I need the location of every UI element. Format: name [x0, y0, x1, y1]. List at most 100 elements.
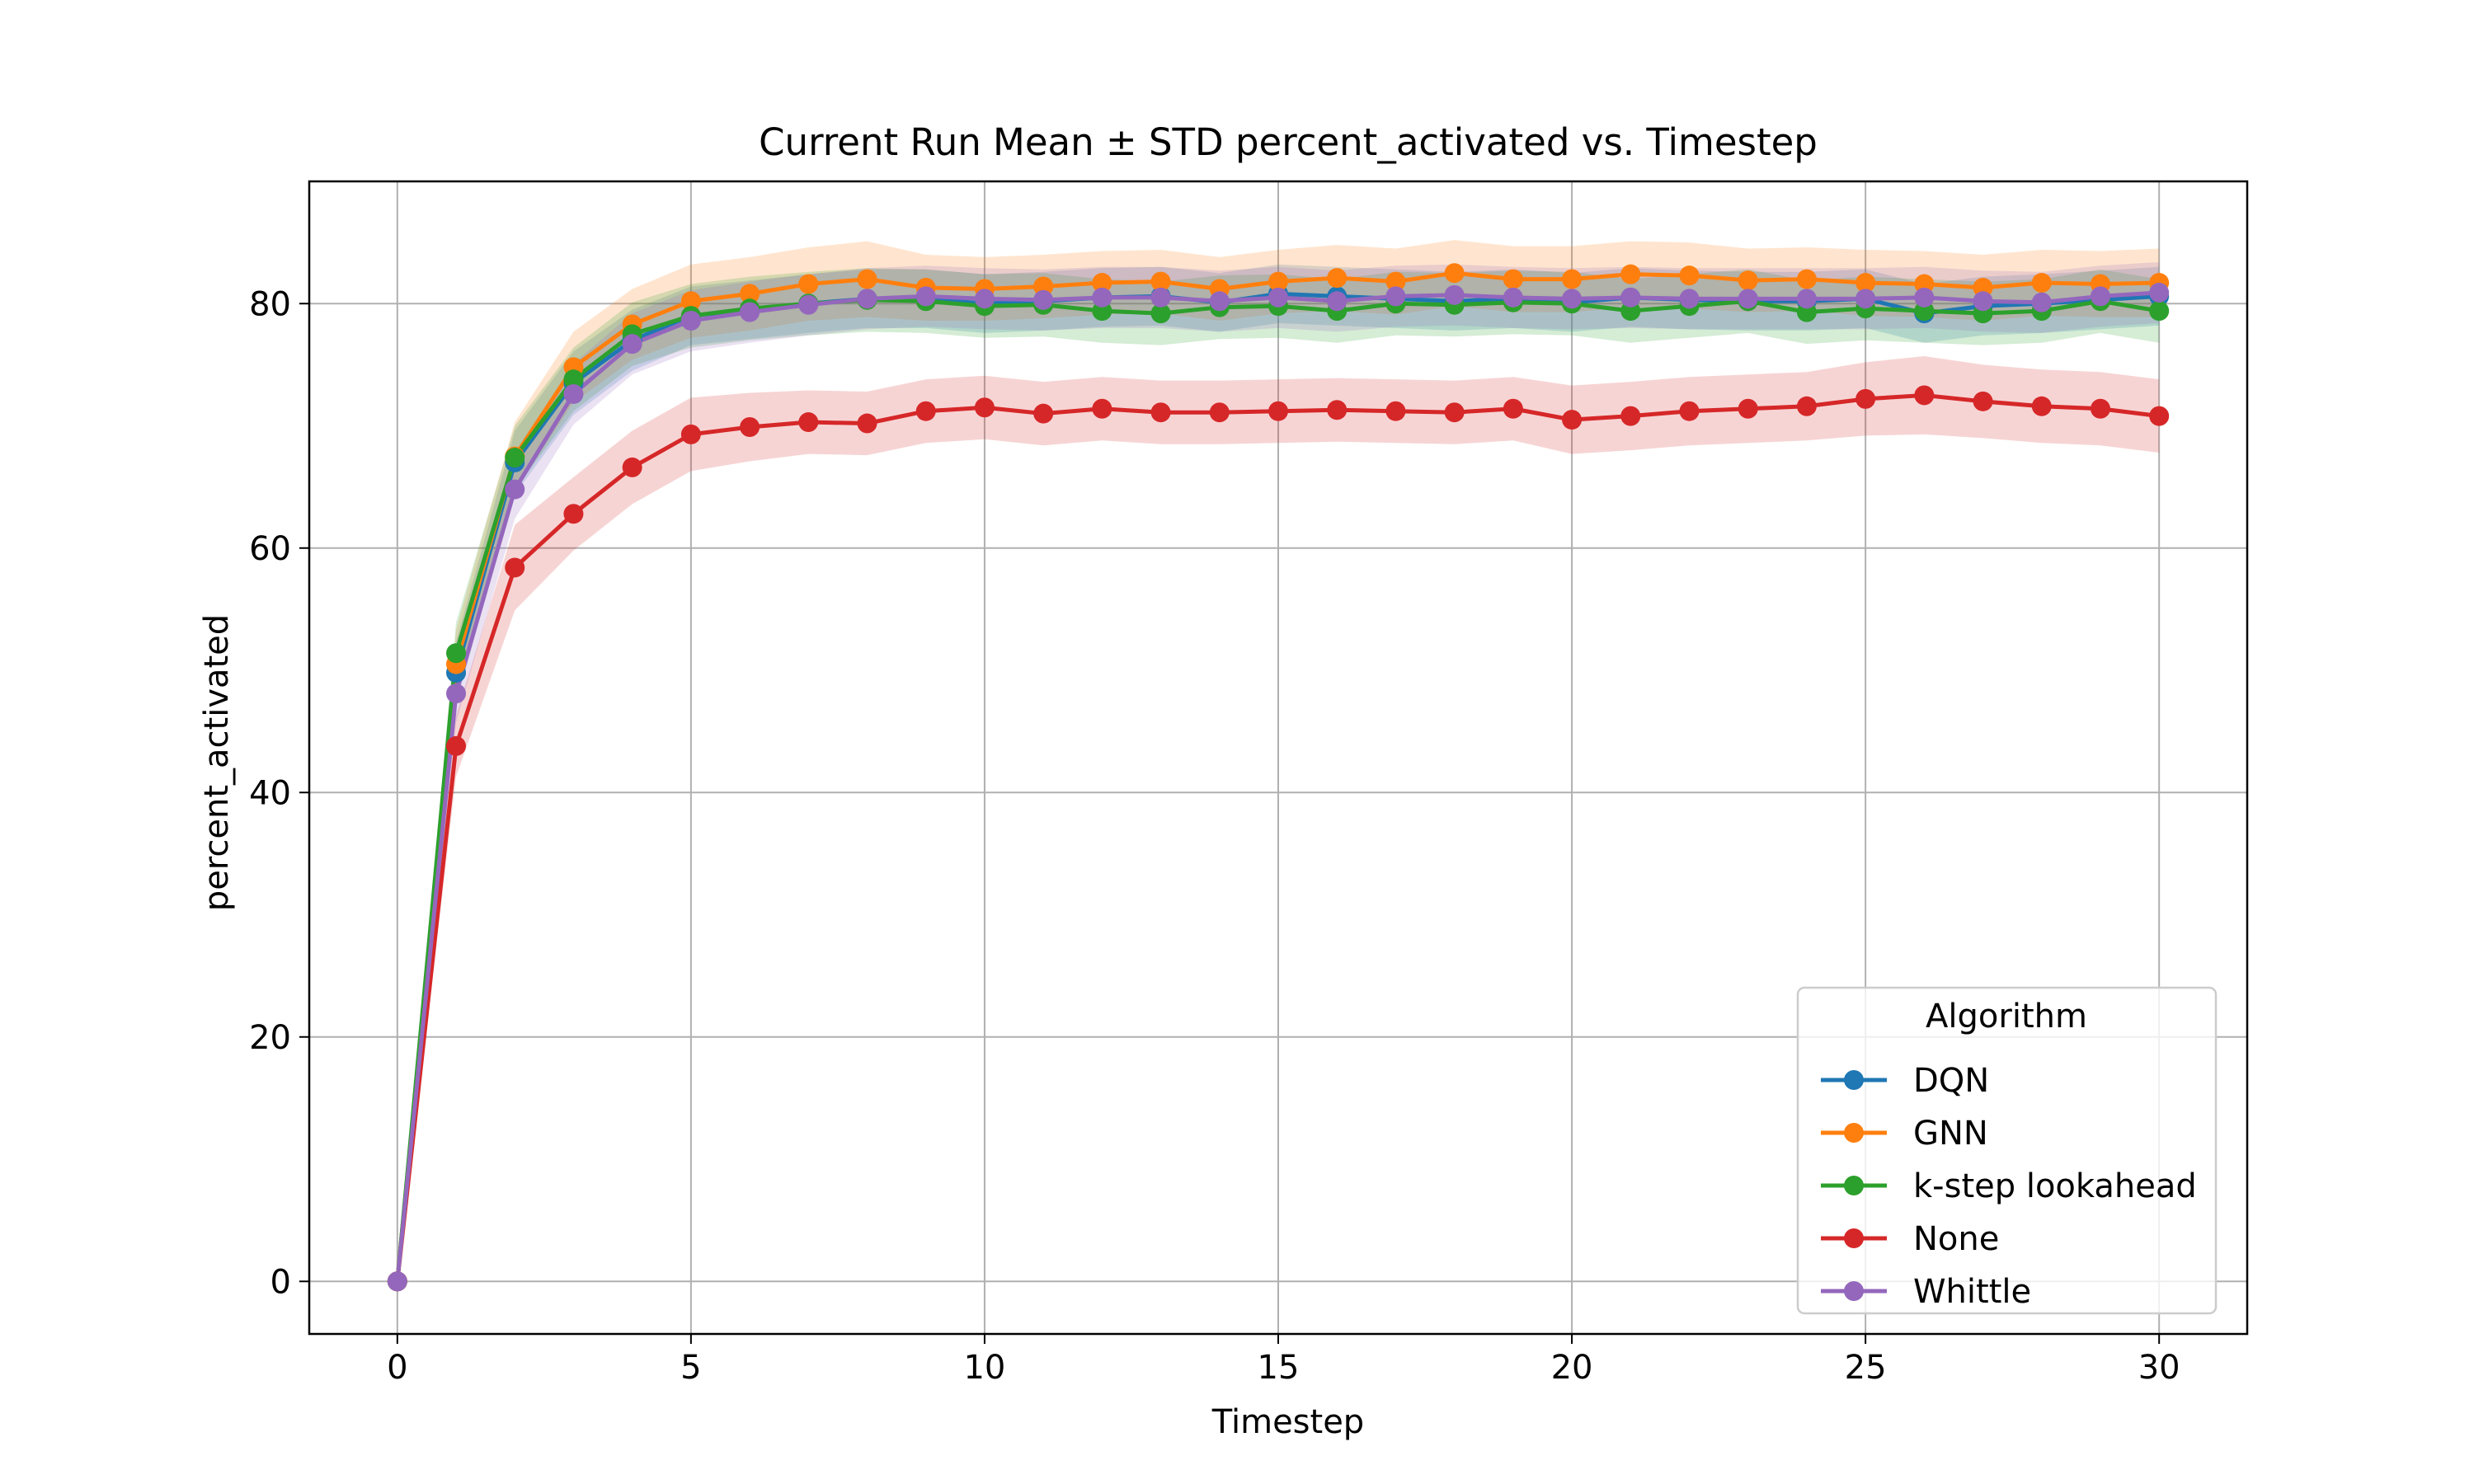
x-tick-label: 25 [1845, 1349, 1887, 1387]
legend-label: None [1913, 1220, 1999, 1258]
y-tick-label: 40 [249, 774, 291, 812]
data-point-whittle [2031, 292, 2052, 312]
data-point-none [1856, 388, 1876, 409]
data-point-whittle [387, 1271, 407, 1292]
legend-label: DQN [1913, 1062, 1989, 1100]
data-point-none [1679, 401, 1700, 421]
data-point-none [1033, 403, 1054, 424]
data-point-k-step-lookahead [2149, 301, 2170, 322]
data-point-whittle [680, 311, 701, 331]
data-point-whittle [1209, 291, 1230, 312]
data-point-none [446, 735, 467, 756]
data-point-whittle [563, 383, 584, 404]
data-point-none [798, 412, 819, 433]
data-point-none [915, 401, 936, 421]
data-point-none [1092, 398, 1112, 419]
data-point-none [1562, 410, 1583, 430]
data-point-gnn [1327, 268, 1348, 289]
data-point-gnn [1385, 271, 1406, 292]
y-tick-label: 20 [249, 1019, 291, 1057]
data-point-whittle [1796, 289, 1817, 309]
data-point-whittle [1503, 287, 1523, 308]
data-point-none [1914, 385, 1935, 406]
data-point-none [1268, 401, 1288, 421]
data-point-whittle [505, 479, 525, 500]
data-point-whittle [1385, 286, 1406, 307]
data-point-none [974, 397, 995, 418]
data-point-none [1209, 402, 1230, 423]
y-tick-label: 80 [249, 285, 291, 323]
data-point-none [1738, 398, 1758, 419]
data-point-whittle [1268, 287, 1288, 308]
x-tick-label: 0 [387, 1349, 407, 1387]
data-point-whittle [2149, 282, 2170, 303]
data-point-none [563, 504, 584, 524]
data-point-whittle [798, 294, 819, 315]
data-point-none [2031, 396, 2052, 416]
data-point-none [1973, 391, 1993, 411]
data-point-whittle [1092, 287, 1112, 308]
data-point-whittle [974, 289, 995, 309]
data-point-gnn [2031, 273, 2052, 294]
data-point-none [2149, 406, 2170, 426]
data-point-none [1444, 402, 1465, 423]
axis-ticks: 0 5 10 15 20 25 30 0 20 40 60 80 [249, 285, 2180, 1387]
y-axis-label: percent_activated [198, 614, 236, 911]
data-point-none [622, 457, 642, 477]
data-point-none [2090, 398, 2110, 419]
data-point-whittle [1327, 291, 1348, 312]
legend-swatch-marker [1844, 1123, 1864, 1143]
y-tick-label: 0 [270, 1263, 291, 1301]
x-tick-label: 30 [2138, 1349, 2180, 1387]
data-point-gnn [1092, 273, 1112, 294]
data-point-gnn [740, 284, 760, 304]
data-point-gnn [1796, 269, 1817, 289]
data-point-k-step-lookahead [505, 448, 525, 468]
data-point-none [1620, 406, 1641, 426]
legend-label: GNN [1913, 1115, 1988, 1153]
data-point-gnn [1738, 270, 1758, 291]
data-point-gnn [857, 269, 877, 289]
data-point-gnn [1562, 269, 1583, 289]
legend-title: Algorithm [1926, 998, 2087, 1036]
chart-title: Current Run Mean ± STD percent_activated… [759, 120, 1818, 164]
data-point-whittle [1914, 287, 1935, 308]
x-tick-label: 10 [963, 1349, 1005, 1387]
legend-item-k-step-lookahead: k-step lookahead [1821, 1167, 2197, 1205]
data-point-none [1503, 398, 1523, 419]
legend-label: k-step lookahead [1913, 1167, 2197, 1205]
legend-swatch-marker [1844, 1228, 1864, 1248]
data-point-gnn [1679, 265, 1700, 286]
data-point-whittle [1150, 287, 1171, 308]
data-point-whittle [1620, 287, 1641, 308]
data-point-whittle [1856, 289, 1876, 309]
data-point-whittle [1562, 289, 1583, 309]
y-tick-label: 60 [249, 530, 291, 568]
data-point-k-step-lookahead [563, 369, 584, 390]
data-point-none [1150, 402, 1171, 423]
series-points [387, 263, 2170, 1292]
x-tick-label: 15 [1258, 1349, 1300, 1387]
data-point-whittle [446, 683, 467, 704]
data-point-gnn [680, 291, 701, 312]
data-point-gnn [1444, 263, 1465, 284]
data-point-none [857, 413, 877, 434]
legend-item-none: None [1821, 1220, 1999, 1258]
data-point-gnn [1856, 273, 1876, 294]
legend-swatch-marker [1844, 1070, 1864, 1090]
data-point-none [505, 557, 525, 578]
legend-swatch-marker [1844, 1281, 1864, 1301]
std-band-gnn [397, 240, 2160, 1282]
data-point-gnn [798, 274, 819, 294]
data-point-gnn [1503, 269, 1523, 289]
legend-item-dqn: DQN [1821, 1062, 1989, 1100]
data-point-none [680, 424, 701, 444]
legend-item-gnn: GNN [1821, 1115, 1988, 1153]
legend-box [1796, 986, 2218, 1315]
data-point-none [1327, 400, 1348, 420]
legend-items: DQN GNN k-step lookahead None Whittle [1821, 1062, 2197, 1311]
data-point-k-step-lookahead [446, 643, 467, 664]
x-tick-label: 5 [680, 1349, 701, 1387]
data-point-none [740, 416, 760, 437]
